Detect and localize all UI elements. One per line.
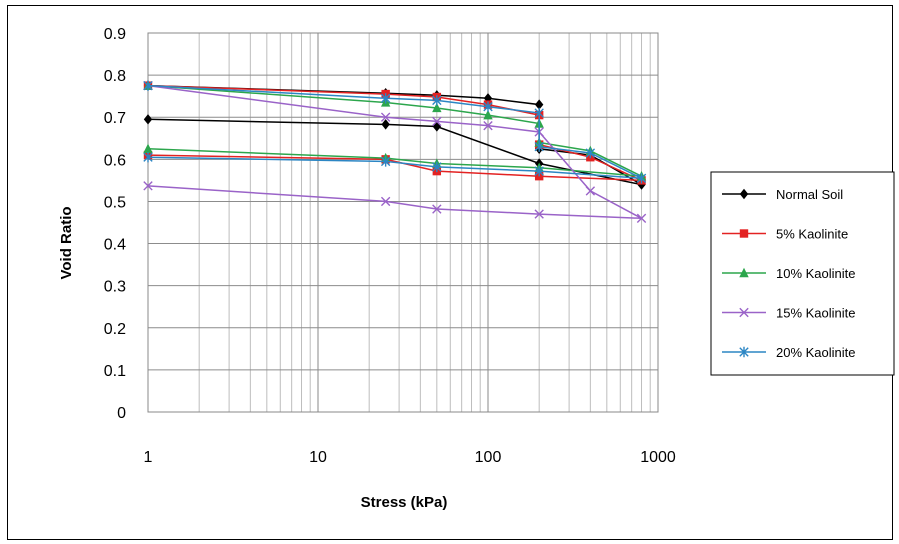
data-point <box>432 116 442 127</box>
legend-item: 20% Kaolinite <box>722 345 856 360</box>
series-layer <box>143 80 647 223</box>
data-point <box>432 161 442 173</box>
data-point <box>585 147 596 159</box>
x-axis-title: Stress (kPa) <box>361 494 448 511</box>
x-tick-label: 100 <box>475 449 502 466</box>
data-point <box>534 99 544 110</box>
y-axis-title: Void Ratio <box>58 206 75 279</box>
data-point <box>432 95 442 106</box>
y-tick-label: 0.1 <box>104 363 126 380</box>
data-point <box>585 186 596 196</box>
data-point <box>380 112 391 122</box>
data-point <box>483 101 493 112</box>
legend-label: 20% Kaolinite <box>776 345 856 360</box>
y-tick-label: 0.6 <box>104 152 126 169</box>
data-point <box>534 141 544 152</box>
y-tick-label: 0.2 <box>104 321 126 338</box>
legend-marker <box>739 267 749 278</box>
legend-marker <box>739 346 749 358</box>
x-tick-label: 10 <box>309 449 327 466</box>
y-tick-label: 0.9 <box>104 26 126 43</box>
legend-marker <box>739 229 749 238</box>
data-point <box>534 165 544 177</box>
data-point <box>432 121 442 132</box>
series-line <box>147 84 642 177</box>
y-tick-label: 0.5 <box>104 194 126 211</box>
data-point <box>143 181 153 191</box>
y-tick-label: 0.3 <box>104 279 126 296</box>
series-line <box>147 84 642 182</box>
data-point <box>636 173 647 184</box>
series-20-kaolinite <box>143 80 647 184</box>
legend-marker <box>739 188 749 200</box>
series-5-kaolinite <box>143 81 646 185</box>
legend-item: 15% Kaolinite <box>722 306 856 321</box>
legend-item: 10% Kaolinite <box>722 266 856 281</box>
data-point <box>380 93 391 104</box>
plot-area <box>147 32 659 413</box>
legend: Normal Soil 5% Kaolinite 10% Kaolinite 15% … <box>710 171 895 376</box>
data-point <box>143 143 153 154</box>
y-tick-label: 0.7 <box>104 110 126 127</box>
legend-item: 5% Kaolinite <box>722 227 848 242</box>
data-point <box>380 156 391 167</box>
y-tick-label: 0.8 <box>104 68 126 85</box>
legend-label: Normal Soil <box>776 187 843 202</box>
data-point <box>143 152 153 163</box>
data-point <box>381 119 390 130</box>
data-point <box>483 109 493 120</box>
data-point <box>432 102 442 113</box>
legend-label: 15% Kaolinite <box>776 306 856 321</box>
legend-label: 10% Kaolinite <box>776 266 856 281</box>
x-tick-label: 1000 <box>640 449 676 466</box>
legend-label: 5% Kaolinite <box>776 227 848 242</box>
series-line <box>147 84 642 186</box>
y-tick-label: 0 <box>117 405 126 422</box>
legend-marker <box>739 307 749 318</box>
data-point <box>143 80 153 91</box>
tick-layer: 0 0.1 0.2 0.3 0.4 0.5 0.6 0.7 0.8 0.9 1 10 100 1000 <box>104 26 676 466</box>
data-point <box>143 114 153 125</box>
y-tick-label: 0.4 <box>104 237 126 254</box>
data-point <box>483 120 493 131</box>
legend-item: Normal Soil <box>722 187 843 202</box>
data-point <box>636 213 647 223</box>
x-tick-label: 1 <box>144 449 153 466</box>
data-point <box>380 196 391 207</box>
series-line <box>147 84 642 180</box>
data-point <box>432 204 442 214</box>
data-point <box>534 209 544 219</box>
data-point <box>534 107 544 119</box>
